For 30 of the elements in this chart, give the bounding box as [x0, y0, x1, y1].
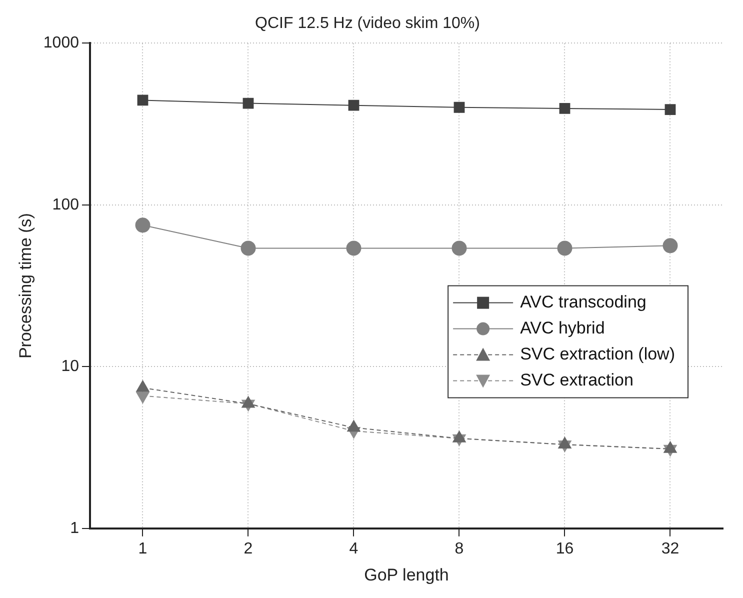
point: [557, 240, 572, 256]
point: [137, 94, 148, 106]
x-tick-label: 2: [244, 540, 253, 558]
point: [662, 238, 678, 254]
point: [135, 218, 150, 233]
y-axis-title: Processing time (s): [16, 213, 35, 359]
x-tick-label: 1: [138, 540, 148, 558]
y-tick-label: 100: [52, 196, 80, 214]
x-tick-label: 16: [556, 540, 574, 558]
legend-label: AVC transcoding: [520, 292, 646, 312]
point: [664, 104, 676, 115]
legend-label: SVC extraction: [520, 370, 634, 390]
x-axis-title: GoP length: [364, 565, 449, 584]
point: [348, 100, 360, 111]
point: [559, 102, 570, 114]
x-tick-label: 8: [454, 540, 464, 558]
point: [136, 392, 150, 404]
legend-label: AVC hybrid: [520, 318, 605, 338]
y-tick-label: 1: [70, 520, 80, 537]
point: [242, 98, 254, 109]
point: [454, 102, 465, 113]
point: [346, 240, 362, 256]
y-tick-label: 1000: [43, 34, 80, 52]
y-tick-label: 10: [61, 358, 80, 376]
x-tick-label: 32: [661, 540, 680, 558]
chart-title: QCIF 12.5 Hz (video skim 10%): [255, 15, 480, 32]
point: [452, 240, 467, 256]
x-tick-label: 4: [349, 540, 358, 558]
point: [240, 240, 256, 256]
legend-label: SVC extraction (low): [520, 344, 676, 364]
